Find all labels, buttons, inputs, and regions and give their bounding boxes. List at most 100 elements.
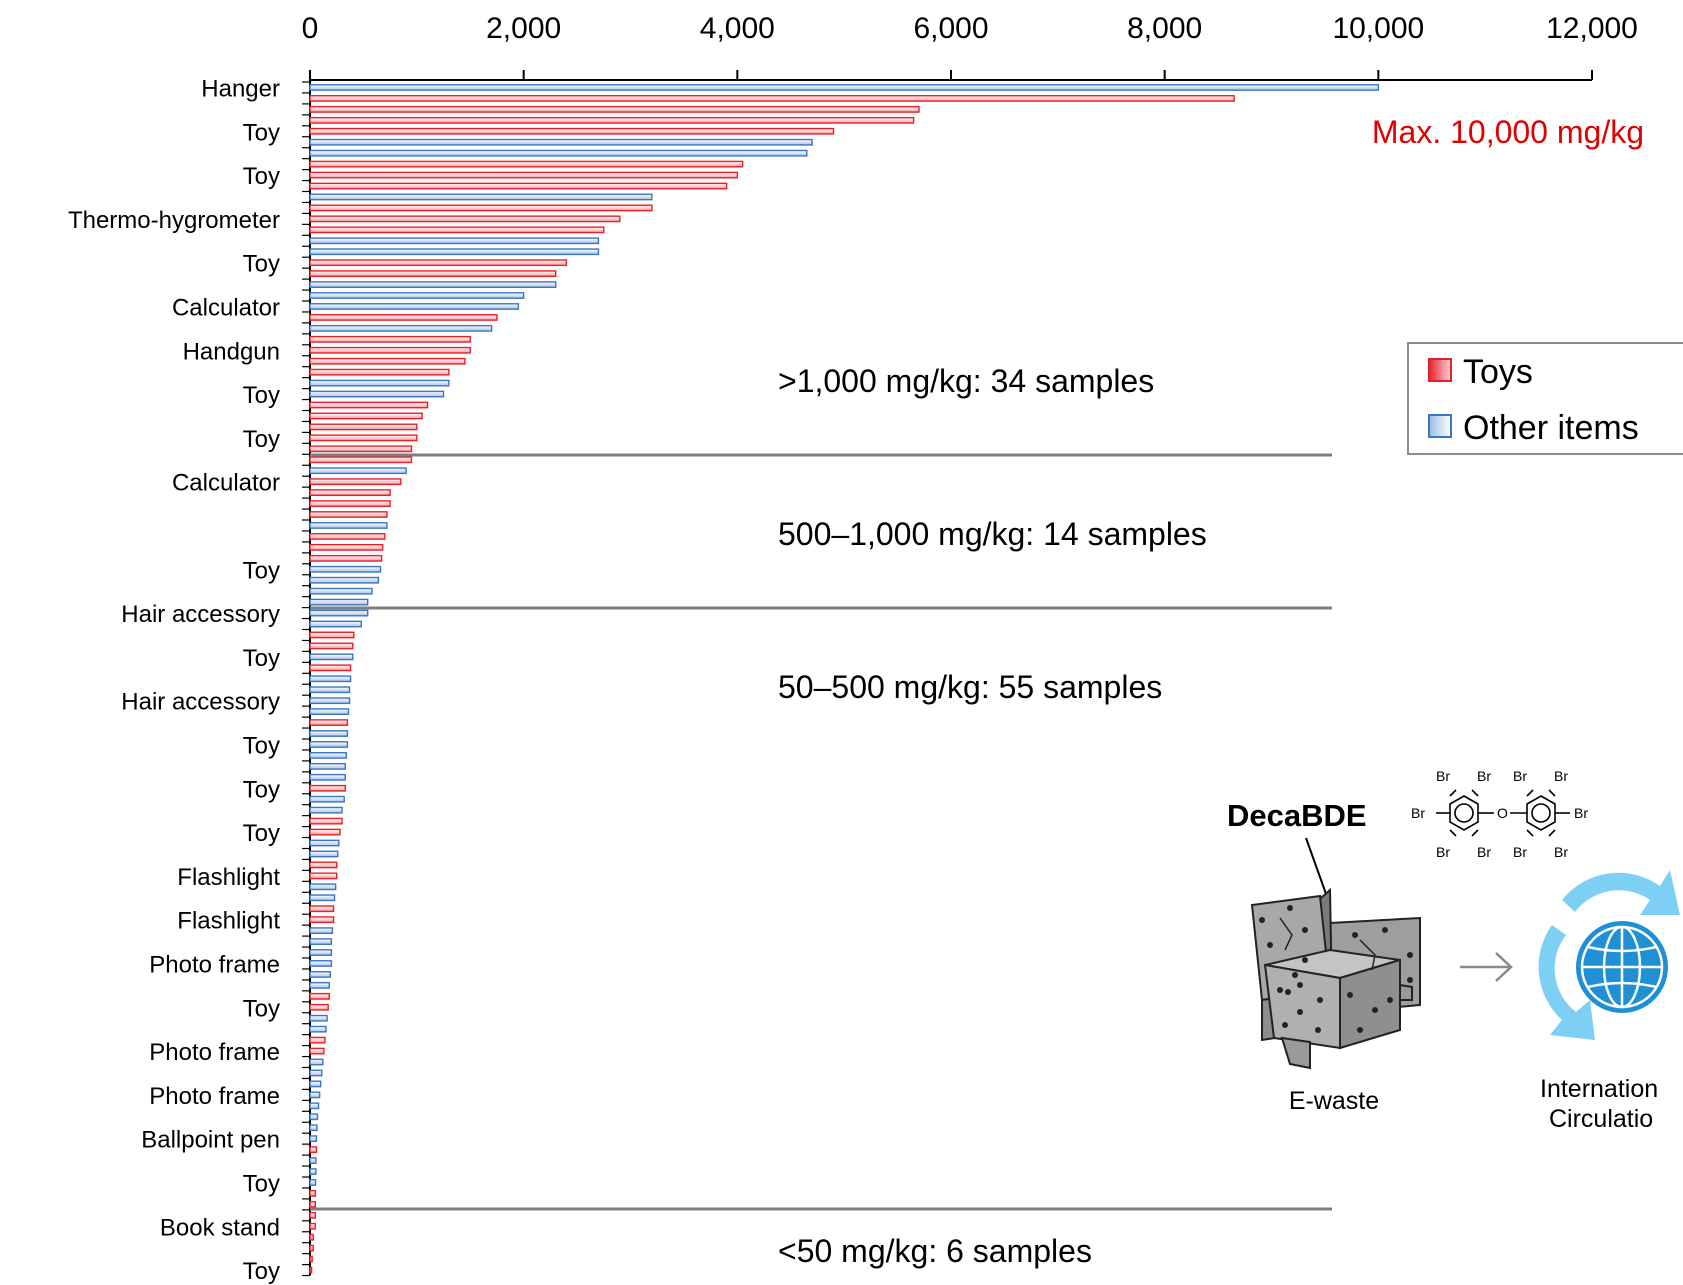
bar-toys xyxy=(309,259,568,267)
bar-other-items xyxy=(309,949,333,956)
y-category-label: Toy xyxy=(243,426,280,453)
bar-other-items xyxy=(309,708,350,716)
bar-toys xyxy=(309,664,352,672)
bar-other-items xyxy=(309,1069,323,1077)
y-category-label: Photo frame xyxy=(149,952,280,979)
globe-circulation-icon xyxy=(1538,870,1680,1040)
bar-other-items xyxy=(309,1135,318,1143)
bar-other-items xyxy=(309,390,445,398)
y-category-label: Toy xyxy=(243,645,280,672)
bar-toys xyxy=(309,182,728,190)
y-category-label: Calculator xyxy=(172,470,280,497)
bar-other-items xyxy=(309,1102,320,1110)
br-label: Br xyxy=(1554,844,1568,860)
bar-other-items xyxy=(309,981,330,989)
y-category-label: Toy xyxy=(243,557,280,584)
legend-swatch-toys xyxy=(1428,358,1452,382)
arrow-icon xyxy=(1460,952,1513,982)
bar-other-items xyxy=(309,752,348,759)
bar-toys xyxy=(309,992,330,1000)
bar-toys xyxy=(309,335,471,343)
bar-other-items xyxy=(309,1058,324,1066)
y-category-label: Hair accessory xyxy=(121,601,280,628)
bar-toys xyxy=(309,160,744,168)
bar-toys xyxy=(309,1146,318,1154)
bar-other-items xyxy=(309,379,450,387)
bar-toys xyxy=(309,1244,314,1252)
y-category-label: Toy xyxy=(243,995,280,1022)
bar-toys xyxy=(309,905,335,913)
bar-toys xyxy=(309,872,338,880)
bar-toys xyxy=(309,226,605,234)
bar-toys xyxy=(309,270,557,278)
bar-other-items xyxy=(309,138,813,146)
x-axis: 0 2,000 4,000 6,000 8,000 10,000 12,000 xyxy=(302,12,1638,1277)
br-label: Br xyxy=(1513,844,1527,860)
bar-toys xyxy=(309,127,835,135)
bar-toys xyxy=(309,116,915,124)
y-category-label: Toy xyxy=(243,776,280,803)
bar-other-items xyxy=(309,653,354,661)
decabde-label: DecaBDE xyxy=(1227,798,1367,833)
oxygen-label: O xyxy=(1497,805,1508,821)
br-label: Br xyxy=(1477,844,1491,860)
e-waste-caption: E-waste xyxy=(1289,1087,1379,1115)
bar-toys xyxy=(309,401,429,409)
bar-toys xyxy=(309,171,739,179)
bar-other-items xyxy=(309,960,333,967)
bar-toys xyxy=(309,1190,317,1197)
max-annotation: Max. 10,000 mg/kg xyxy=(1372,114,1644,150)
bar-other-items xyxy=(309,565,382,573)
bar-toys xyxy=(309,445,413,453)
bar-other-items xyxy=(309,1014,328,1022)
legend-box xyxy=(1407,342,1683,455)
bar-toys xyxy=(309,533,386,540)
category-labels: Hanger Toy Toy Thermo-hygrometer Toy Calculat… xyxy=(68,76,280,1285)
band-annotation-under-50: <50 mg/kg: 6 samples xyxy=(778,1233,1092,1269)
bar-other-items xyxy=(309,587,373,595)
e-waste-icon xyxy=(1250,887,1421,1070)
bar-toys xyxy=(309,456,413,464)
y-category-label: Thermo-hygrometer xyxy=(68,207,280,234)
y-category-label: Toy xyxy=(243,733,280,760)
bar-toys xyxy=(309,1003,329,1011)
bar-other-items xyxy=(309,620,362,628)
bar-other-items xyxy=(309,806,343,814)
bar-other-items xyxy=(309,467,407,475)
bar-other-items xyxy=(309,1091,321,1099)
bar-toys xyxy=(309,916,335,924)
circulation-caption-line1: Internation xyxy=(1540,1075,1658,1103)
x-tick-label: 10,000 xyxy=(1332,12,1424,45)
y-category-label: Book stand xyxy=(160,1214,280,1241)
bar-toys xyxy=(309,828,341,836)
bar-toys xyxy=(309,215,621,223)
bar-other-items xyxy=(309,598,369,606)
bar-toys xyxy=(309,478,402,486)
br-label: Br xyxy=(1513,768,1527,784)
bar-other-items xyxy=(309,730,349,737)
br-label: Br xyxy=(1574,805,1588,821)
band-annotation-over-1000: >1,000 mg/kg: 34 samples xyxy=(778,363,1154,399)
bar-toys xyxy=(309,719,349,726)
bars xyxy=(309,84,1380,1274)
bar-other-items xyxy=(309,193,653,201)
bar-other-items xyxy=(309,248,600,256)
legend: Toys Other items xyxy=(1407,342,1683,455)
y-category-label: Photo frame xyxy=(149,1039,280,1066)
bar-other-items xyxy=(309,324,493,332)
bar-other-items xyxy=(309,938,333,945)
bar-toys xyxy=(309,204,653,212)
y-category-label: Toy xyxy=(243,1171,280,1198)
bar-toys xyxy=(309,489,391,497)
y-category-label: Toy xyxy=(243,163,280,190)
y-category-label: Toy xyxy=(243,251,280,278)
bar-other-items xyxy=(309,971,331,978)
bar-toys xyxy=(309,511,388,518)
bar-other-items xyxy=(309,1025,327,1033)
bar-other-items xyxy=(309,237,600,245)
x-tick-label: 8,000 xyxy=(1127,12,1202,45)
x-tick-label: 0 xyxy=(302,12,319,45)
bar-toys xyxy=(309,412,423,420)
bar-toys xyxy=(309,346,471,354)
bar-other-items xyxy=(309,576,380,584)
